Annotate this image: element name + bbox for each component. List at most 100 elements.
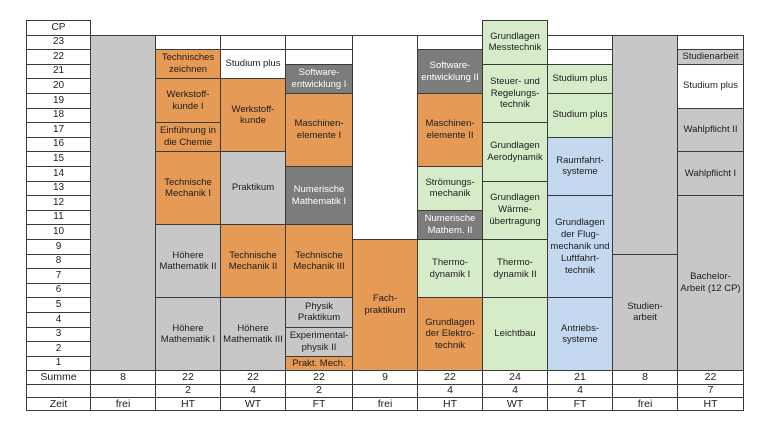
module-block: Technische Mechanik I bbox=[155, 151, 221, 226]
module-block: Raumfahrt- systeme bbox=[547, 136, 613, 197]
module-block: Numerische Mathem. II bbox=[417, 209, 483, 240]
cp-row-label: 4 bbox=[26, 312, 91, 328]
semester-term: frei bbox=[352, 397, 418, 412]
module-block: Wahlpflicht II bbox=[677, 107, 744, 153]
semester-term: FT bbox=[285, 397, 353, 412]
semester-sum: 22 bbox=[285, 370, 353, 385]
semester-sum: 22 bbox=[677, 370, 744, 385]
module-block: Studium plus bbox=[547, 63, 613, 94]
semester-sum: 21 bbox=[547, 370, 613, 385]
module-block: Höhere Mathematik III bbox=[220, 297, 286, 372]
semester-term: HT bbox=[155, 397, 221, 412]
module-block: Numerische Mathematik I bbox=[285, 166, 353, 226]
cp-row-label: 5 bbox=[26, 297, 91, 313]
module-block: Fach- praktikum bbox=[352, 239, 418, 372]
empty-slot bbox=[285, 34, 353, 51]
cp-row-label: 19 bbox=[26, 93, 91, 109]
cp-row-label: 7 bbox=[26, 268, 91, 284]
module-block: Strömungs- mechanik bbox=[417, 166, 483, 211]
semester-extra bbox=[612, 383, 678, 398]
module-block: Bachelor- Arbeit (12 CP) bbox=[677, 195, 744, 372]
module-block: Studienarbeit bbox=[677, 49, 744, 65]
module-block: Höhere Mathematik II bbox=[155, 224, 221, 299]
cp-row-label: 16 bbox=[26, 136, 91, 153]
module-block: Maschinen- elemente II bbox=[417, 93, 483, 167]
semester-extra: 4 bbox=[547, 383, 613, 398]
cp-row-label: 23 bbox=[26, 34, 91, 51]
cp-row-label: 2 bbox=[26, 341, 91, 357]
semester-extra: 4 bbox=[482, 383, 548, 398]
module-block: Studium plus bbox=[677, 63, 744, 109]
module-block: Grundlagen Messtechnik bbox=[482, 20, 548, 65]
module-block: Einführung in die Chemie bbox=[155, 122, 221, 153]
module-block: Werkstoff- kunde I bbox=[155, 78, 221, 124]
module-block: Steuer- und Regelungs- technik bbox=[482, 63, 548, 124]
semester-term: frei bbox=[90, 397, 156, 412]
cp-row-label: 21 bbox=[26, 63, 91, 80]
semester-sum: 8 bbox=[90, 370, 156, 385]
semester-extra: 4 bbox=[220, 383, 286, 398]
cp-row-label: 1 bbox=[26, 355, 91, 372]
semester-sum: 8 bbox=[612, 370, 678, 385]
empty-slot bbox=[677, 34, 744, 51]
module-block: Grundlagen der Elektro- technik bbox=[417, 297, 483, 372]
module-block: Software- entwicklung I bbox=[285, 63, 353, 94]
empty-slot bbox=[90, 34, 156, 372]
semester-sum: 22 bbox=[220, 370, 286, 385]
semester-extra: 7 bbox=[677, 383, 744, 398]
sum-row-label: Summe bbox=[26, 370, 91, 385]
module-block: Leichtbau bbox=[482, 297, 548, 372]
module-block: Grundlagen der Flug- mechanik und Luftfa… bbox=[547, 195, 613, 299]
cp-row-label: 15 bbox=[26, 151, 91, 167]
module-block: Antriebs- systeme bbox=[547, 297, 613, 372]
cp-row-label: 11 bbox=[26, 209, 91, 226]
module-block: Technisches zeichnen bbox=[155, 49, 221, 80]
cp-row-label: 22 bbox=[26, 49, 91, 65]
cp-header: CP bbox=[26, 20, 91, 36]
semester-sum: 22 bbox=[417, 370, 483, 385]
semester-term: frei bbox=[612, 397, 678, 412]
module-block: Studium plus bbox=[547, 93, 613, 138]
module-block: Grundlagen Wärme- übertragung bbox=[482, 180, 548, 240]
semester-extra bbox=[352, 383, 418, 398]
cp-row-label: 10 bbox=[26, 224, 91, 240]
module-block: Maschinen- elemente I bbox=[285, 93, 353, 167]
cp-row-label: 8 bbox=[26, 253, 91, 270]
empty-slot bbox=[155, 34, 221, 51]
cp-row-label: 3 bbox=[26, 326, 91, 343]
semester-extra bbox=[90, 383, 156, 398]
semester-term: FT bbox=[547, 397, 613, 412]
empty-slot bbox=[417, 34, 483, 51]
module-block: Thermo- dynamik I bbox=[417, 239, 483, 299]
cp-row-label: 17 bbox=[26, 122, 91, 138]
empty-slot bbox=[352, 34, 418, 240]
empty-slot bbox=[547, 34, 613, 51]
module-block: Grundlagen Aerodynamik bbox=[482, 122, 548, 182]
semester-sum: 24 bbox=[482, 370, 548, 385]
module-block: Thermo- dynamik II bbox=[482, 239, 548, 299]
cp-row-label: 9 bbox=[26, 239, 91, 255]
semester-sum: 22 bbox=[155, 370, 221, 385]
semester-term: WT bbox=[220, 397, 286, 412]
semester-extra: 2 bbox=[155, 383, 221, 398]
module-block: Studien- arbeit bbox=[612, 253, 678, 372]
extra-row-label bbox=[26, 383, 91, 398]
empty-slot bbox=[220, 34, 286, 51]
cp-row-label: 18 bbox=[26, 107, 91, 124]
semester-extra: 4 bbox=[417, 383, 483, 398]
semester-term: WT bbox=[482, 397, 548, 412]
cp-row-label: 14 bbox=[26, 166, 91, 182]
module-block: Software- entwicklung II bbox=[417, 49, 483, 94]
term-row-label: Zeit bbox=[26, 397, 91, 412]
semester-term: HT bbox=[417, 397, 483, 412]
module-block: Wahlpflicht I bbox=[677, 151, 744, 197]
module-block: Höhere Mathematik I bbox=[155, 297, 221, 372]
module-block: Physik Praktikum bbox=[285, 297, 353, 328]
empty-slot bbox=[612, 34, 678, 255]
module-block: Praktikum bbox=[220, 151, 286, 226]
semester-sum: 9 bbox=[352, 370, 418, 385]
module-block: Prakt. Mech. bbox=[285, 355, 353, 372]
empty-slot bbox=[285, 49, 353, 65]
module-block: Studium plus bbox=[220, 49, 286, 80]
